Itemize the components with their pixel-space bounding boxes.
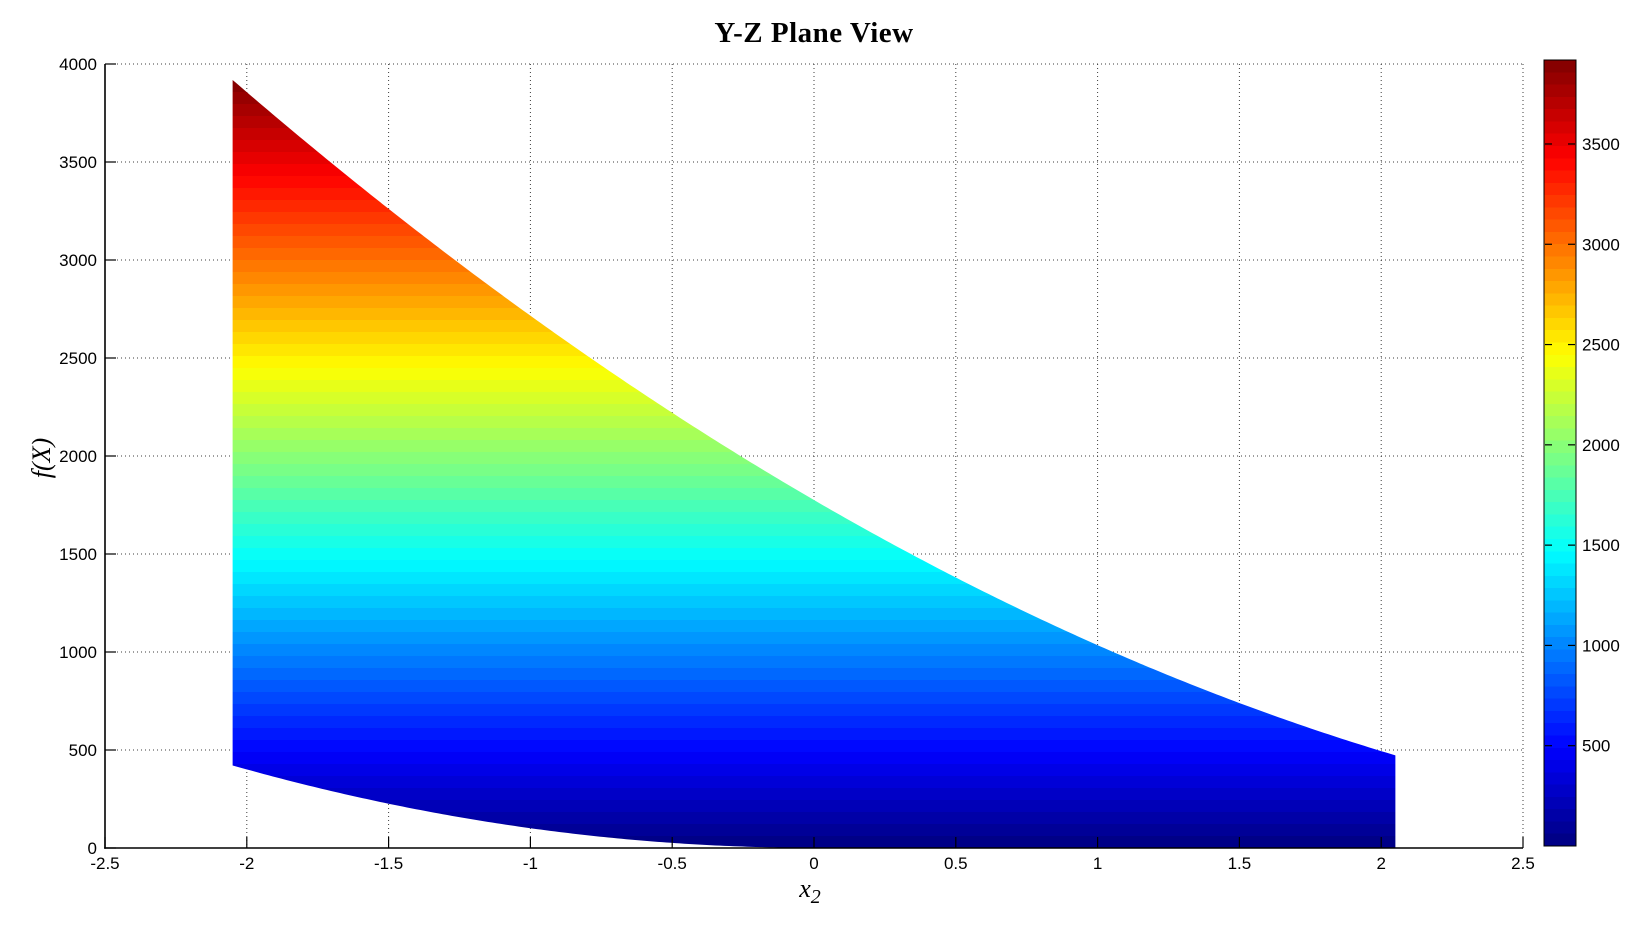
colorbar-gradient (1544, 60, 1576, 846)
x-tick-label: 0.5 (944, 854, 968, 873)
y-tick-label: 500 (69, 741, 97, 760)
x-tick-label: -1.5 (374, 854, 403, 873)
x-tick-label: -0.5 (658, 854, 687, 873)
colorbar-tick-label: 1000 (1582, 636, 1620, 655)
x-tick-label: 2.5 (1511, 854, 1535, 873)
colorbar-tick-label: 2000 (1582, 436, 1620, 455)
y-tick-label: 1500 (59, 545, 97, 564)
colorbar-tick-label: 3500 (1582, 135, 1620, 154)
x-tick-label: -2 (239, 854, 254, 873)
surface-projection-region (232, 79, 1396, 848)
x-tick-label: 1.5 (1228, 854, 1252, 873)
y-tick-label: 1000 (59, 643, 97, 662)
x-tick-label: 0 (809, 854, 818, 873)
colorbar-border (1543, 59, 1577, 847)
x-axis-label-base: x (799, 874, 811, 903)
colorbar-tick-label: 3000 (1582, 235, 1620, 254)
x-tick-label: -2.5 (90, 854, 119, 873)
y-tick-label: 0 (88, 839, 97, 858)
x-axis-label-subscript: 2 (810, 886, 821, 909)
colorbar-tick-label: 1500 (1582, 536, 1620, 555)
colorbar-tick-label: 2500 (1582, 336, 1620, 355)
y-tick-label: 3500 (59, 153, 97, 172)
x-axis-label: x2 (799, 874, 821, 907)
x-tick-label: 2 (1376, 854, 1385, 873)
y-axis-label: f(X) (27, 437, 56, 479)
plot-title: Y-Z Plane View (714, 17, 914, 49)
colorbar-tick-label: 500 (1582, 737, 1610, 756)
x-tick-label: -1 (523, 854, 538, 873)
y-tick-label: 2000 (59, 447, 97, 466)
x-tick-label: 1 (1093, 854, 1102, 873)
y-tick-label: 4000 (59, 55, 97, 74)
y-tick-label: 3000 (59, 251, 97, 270)
y-tick-label: 2500 (59, 349, 97, 368)
